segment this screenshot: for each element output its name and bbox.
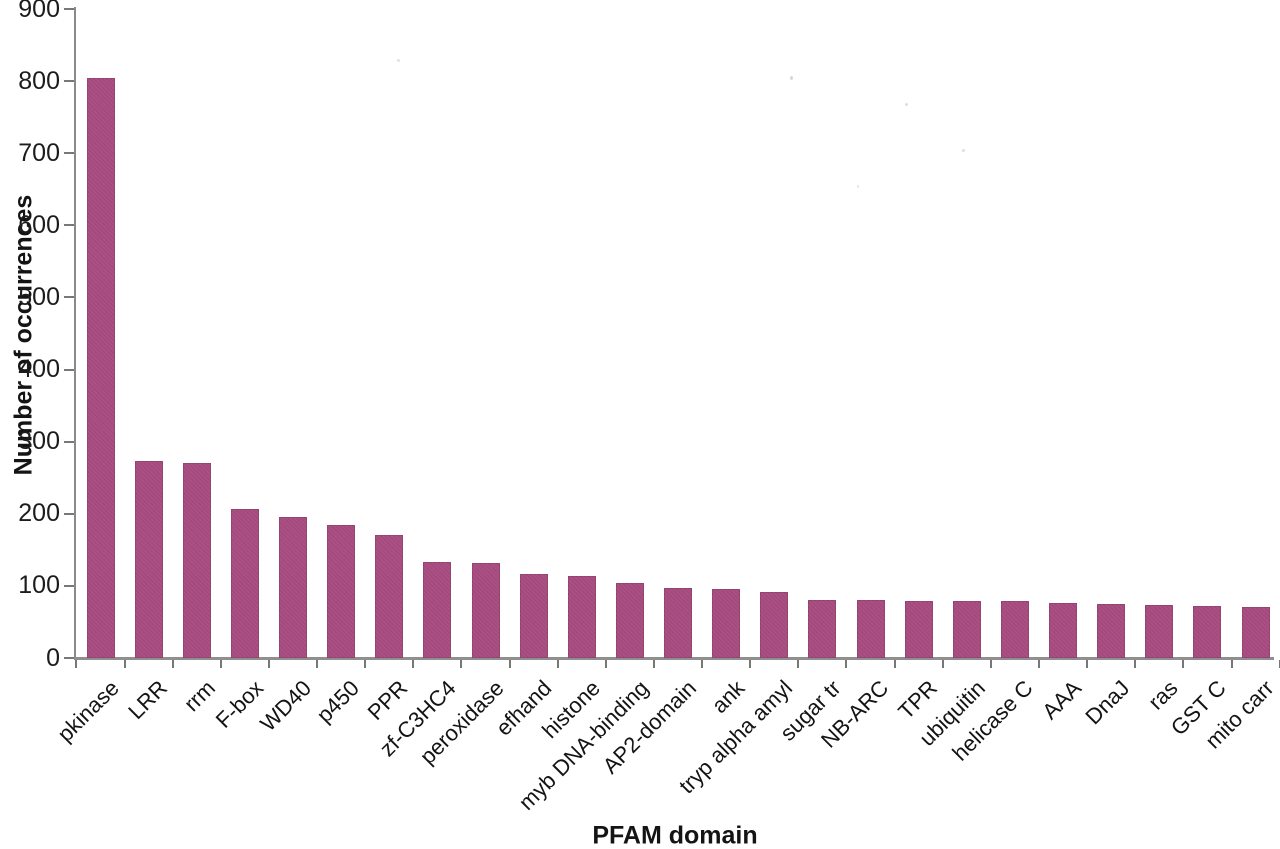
x-axis-tick <box>604 660 607 668</box>
y-axis-tick <box>64 224 74 227</box>
x-axis-tick <box>845 660 848 668</box>
bar-histone <box>567 575 596 658</box>
x-category-label: ras <box>1143 675 1183 715</box>
x-axis-tick <box>1134 660 1137 668</box>
x-axis-tick <box>219 660 222 668</box>
x-axis-tick <box>652 660 655 668</box>
x-axis-line <box>74 657 1274 660</box>
bar-tpr <box>904 601 933 658</box>
y-axis-line <box>74 7 76 659</box>
bar-p450 <box>327 524 356 658</box>
x-axis-tick <box>893 660 896 668</box>
bar-helicase-c <box>1000 601 1029 658</box>
scan-speck <box>790 76 793 80</box>
x-category-label: p450 <box>311 675 365 728</box>
x-axis-title: PFAM domain <box>592 821 758 849</box>
y-tick-label: 0 <box>46 643 60 672</box>
x-axis-tick <box>75 660 78 668</box>
y-tick-label: 200 <box>18 499 60 528</box>
bar-tryp-alpha-amyl <box>760 592 789 658</box>
x-axis-tick <box>1230 660 1233 668</box>
x-axis-tick <box>1038 660 1040 668</box>
bar-ras <box>1145 605 1174 658</box>
bar-pkinase <box>86 77 115 658</box>
x-axis-tick <box>701 660 704 668</box>
y-tick-label: 100 <box>18 571 60 600</box>
x-axis-tick <box>1278 660 1280 668</box>
x-axis-tick <box>267 660 270 668</box>
scan-speck <box>962 149 965 152</box>
bar-myb-dna-binding <box>615 583 644 658</box>
x-axis-tick <box>989 660 992 668</box>
x-axis-tick <box>460 660 463 668</box>
bar-mito-carr <box>1241 606 1270 658</box>
bar-ppr <box>375 534 404 658</box>
y-axis-tick <box>64 584 74 587</box>
x-category-label: DnaJ <box>1080 675 1135 730</box>
x-category-label: pkinase <box>52 675 124 747</box>
y-tick-label: 700 <box>18 138 60 167</box>
bar-gst-c <box>1193 606 1222 658</box>
bar-zf-c3hc4 <box>423 562 452 658</box>
x-axis-tick <box>941 660 944 668</box>
x-axis-tick <box>364 660 367 668</box>
bar-ank <box>712 588 741 658</box>
y-tick-label: 900 <box>18 0 60 23</box>
bar-nb-arc <box>856 600 885 658</box>
y-axis-tick <box>64 8 74 10</box>
bar-rrm <box>182 463 211 658</box>
x-axis-tick <box>556 660 559 668</box>
x-category-label: F-box <box>210 675 268 733</box>
x-axis-tick <box>797 660 800 668</box>
y-tick-label: 400 <box>18 355 60 384</box>
bar-dnaj <box>1097 603 1126 658</box>
bar-lrr <box>134 461 163 658</box>
y-axis-tick <box>64 152 74 155</box>
y-axis-tick <box>64 512 74 515</box>
y-tick-label: 600 <box>18 210 60 239</box>
scan-speck <box>857 185 859 188</box>
bar-efhand <box>519 573 548 658</box>
bar-f-box <box>230 509 259 658</box>
bar-wd40 <box>279 517 308 658</box>
x-axis-tick <box>316 660 319 668</box>
y-axis-tick <box>64 80 74 83</box>
bar-peroxidase <box>471 562 500 658</box>
y-axis-tick <box>64 296 74 299</box>
bar-ap2-domain <box>664 588 693 658</box>
bar-sugar-tr <box>808 599 837 658</box>
y-axis-tick <box>64 657 74 659</box>
x-axis-tick <box>412 660 415 668</box>
y-axis-tick <box>64 440 74 443</box>
bar-aaa <box>1049 603 1078 658</box>
x-axis-tick <box>1182 660 1185 668</box>
y-tick-label: 500 <box>18 282 60 311</box>
y-tick-label: 800 <box>18 66 60 95</box>
x-category-label: AAA <box>1037 675 1087 725</box>
x-category-label: WD40 <box>255 675 316 737</box>
x-axis-tick <box>123 660 126 668</box>
scan-speck <box>397 59 400 62</box>
x-axis-tick <box>749 660 752 668</box>
x-axis-tick <box>508 660 511 668</box>
bar-ubiquitin <box>952 601 981 658</box>
scan-speck <box>905 103 908 106</box>
x-category-label: LRR <box>122 675 172 725</box>
y-axis-tick <box>64 368 74 371</box>
x-axis-tick <box>1086 660 1089 668</box>
y-tick-label: 300 <box>18 427 60 456</box>
x-axis-tick <box>171 660 174 668</box>
